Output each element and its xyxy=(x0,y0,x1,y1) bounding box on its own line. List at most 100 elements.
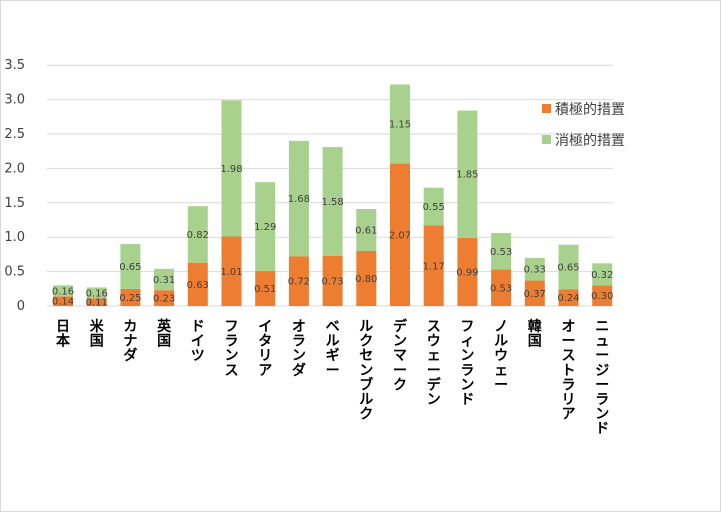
bar-segment-passive xyxy=(558,244,579,290)
category-label-char: オ xyxy=(292,319,306,335)
bar-segment-passive xyxy=(524,257,545,281)
bar-segment-passive xyxy=(255,182,276,271)
category-label-char: ン xyxy=(225,348,239,364)
x-axis-category-labels: 日本米国カナダ英国ドイツフランスイタリアオランダベルギールクセンブルクデンマーク… xyxy=(56,318,609,437)
data-label: 2.07 xyxy=(389,230,411,241)
data-label: 0.51 xyxy=(254,284,276,295)
data-label: 0.30 xyxy=(591,291,613,302)
bar-segment-active xyxy=(491,269,512,306)
category-label-char: ダ xyxy=(123,347,137,364)
data-label: 0.33 xyxy=(524,265,546,276)
data-label: 1.85 xyxy=(456,170,478,181)
legend-swatch xyxy=(542,104,551,113)
category-label-char: ク xyxy=(393,377,407,393)
category-label: ドイツ xyxy=(191,319,205,364)
category-label-char: ク xyxy=(359,334,373,350)
data-label: 0.80 xyxy=(355,274,377,285)
category-label-char: ェ xyxy=(494,363,508,379)
y-tick-label: 2.5 xyxy=(4,127,25,142)
data-label: 0.37 xyxy=(524,289,546,300)
bar-segment-active xyxy=(592,285,613,306)
data-label: 0.23 xyxy=(153,294,175,305)
category-label-char: ド xyxy=(191,319,205,335)
category-label-char: ベ xyxy=(326,319,340,335)
category-label-char: 国 xyxy=(90,334,104,350)
data-label: 1.29 xyxy=(254,222,276,233)
bar-segment-passive xyxy=(592,263,613,286)
category-label-char: ス xyxy=(427,319,441,335)
bar-segment-passive xyxy=(221,100,242,237)
category-label: 英国 xyxy=(156,318,172,350)
bar-segment-active xyxy=(423,225,444,306)
category-label-char: リ xyxy=(562,392,576,408)
bar-segment-active xyxy=(288,256,309,306)
category-label-char: ル xyxy=(359,319,373,335)
category-label-char: 日 xyxy=(56,319,70,335)
category-label-char: ン xyxy=(460,377,474,393)
category-label-char: ィ xyxy=(460,334,474,350)
data-label: 0.31 xyxy=(153,275,175,286)
category-label-char: ウ xyxy=(427,334,441,350)
data-label: 0.65 xyxy=(557,263,579,274)
y-tick-label: 1.5 xyxy=(4,196,25,211)
data-label: 1.01 xyxy=(220,267,242,278)
bar-segment-passive xyxy=(390,84,410,164)
category-label-char: ツ xyxy=(191,348,205,364)
bar-segment-active xyxy=(524,280,545,306)
category-label: 韓国 xyxy=(528,318,542,350)
category-label-char: ー xyxy=(326,363,340,379)
data-label: 0.32 xyxy=(591,270,613,281)
bar-segment-active xyxy=(221,236,242,306)
category-label-char: ブ xyxy=(359,376,373,393)
category-label-char: 本 xyxy=(56,333,71,350)
category-label-char: タ xyxy=(258,334,272,350)
category-label-char: マ xyxy=(393,348,407,364)
bar-segment-passive xyxy=(423,187,444,226)
data-labels: 0.140.160.110.16 0.250.650.230.31 0.630.82… xyxy=(52,120,613,309)
data-label: 0.72 xyxy=(288,277,310,288)
category-label-char: ー xyxy=(562,334,576,350)
category-label-char: ー xyxy=(393,363,407,379)
bar-segment-active xyxy=(558,289,579,306)
category-label-char: ー xyxy=(595,377,609,393)
data-label: 0.73 xyxy=(321,276,343,287)
bar-segment-passive xyxy=(53,285,73,297)
bar-segment-passive xyxy=(356,208,377,251)
category-label-char: フ xyxy=(460,319,474,335)
bar-segment-active xyxy=(457,237,478,306)
category-label-char: ラ xyxy=(562,377,576,393)
category-label-char: 英 xyxy=(156,318,172,335)
data-label: 0.14 xyxy=(52,297,74,308)
y-tick-label: 3.0 xyxy=(4,93,25,108)
category-label-char: ド xyxy=(595,421,609,437)
category-label-char: デ xyxy=(427,376,442,393)
category-label-char: リ xyxy=(258,348,272,364)
category-label-char: イ xyxy=(191,334,205,350)
y-tick-label: 1.0 xyxy=(4,230,25,245)
category-label-char: ュ xyxy=(595,334,609,350)
category-label-char: ル xyxy=(359,392,373,408)
bar-segment-active xyxy=(86,298,107,306)
category-label-char: ト xyxy=(562,363,576,379)
data-label: 0.65 xyxy=(119,262,141,273)
category-label-char: ン xyxy=(460,348,474,364)
category-label: カナダ xyxy=(123,319,137,364)
category-label-char: ギ xyxy=(326,347,340,364)
category-label-char: ラ xyxy=(460,363,474,379)
bar-segment-passive xyxy=(322,147,343,256)
category-label-char: ス xyxy=(562,348,576,364)
category-label: 米国 xyxy=(90,318,105,350)
category-label: 日本 xyxy=(56,319,71,350)
bar-segment-passive xyxy=(187,206,208,263)
category-label-char: ウ xyxy=(494,348,508,364)
category-label-char: イ xyxy=(258,319,272,335)
category-label-char: 国 xyxy=(157,334,171,350)
